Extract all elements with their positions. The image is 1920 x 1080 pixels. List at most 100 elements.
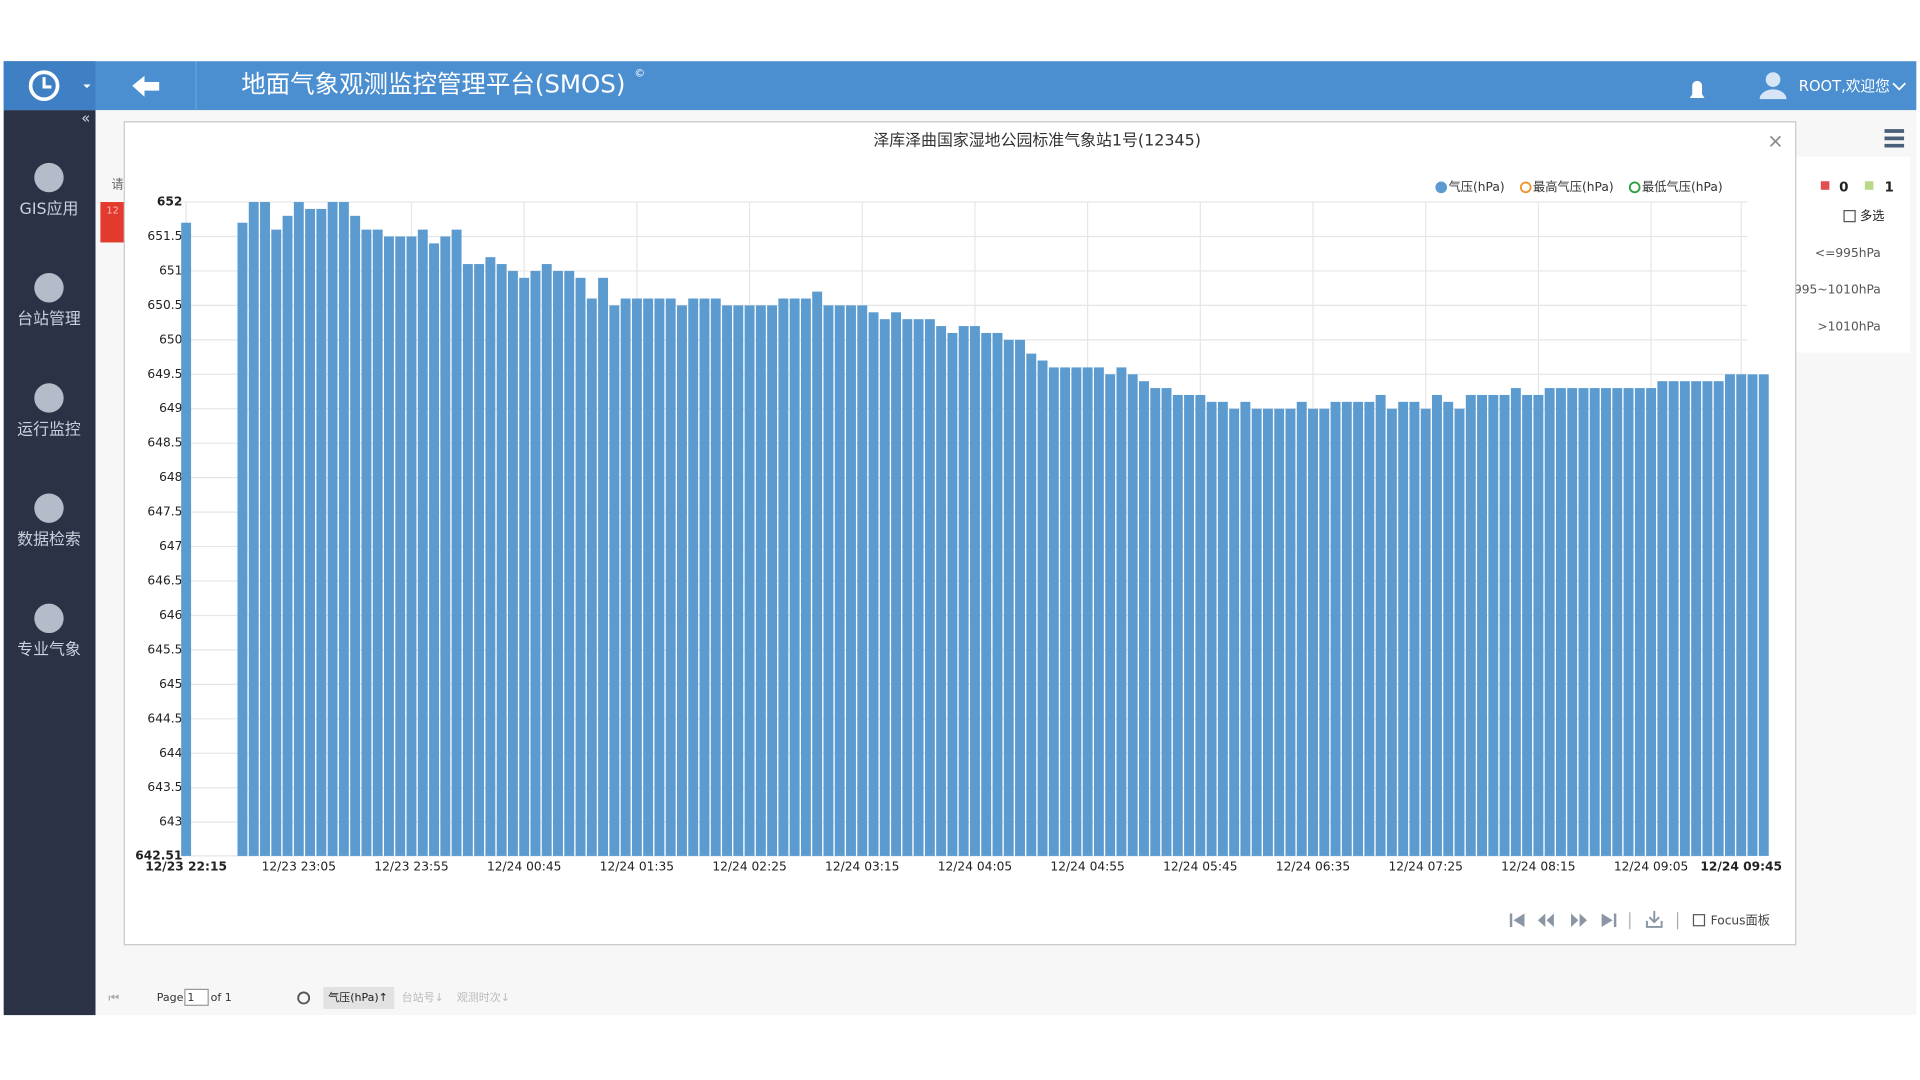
bar bbox=[643, 298, 654, 856]
bar bbox=[553, 270, 563, 856]
download-button[interactable] bbox=[1645, 911, 1663, 928]
bar bbox=[1127, 374, 1138, 856]
chart: 642.51 643 643.5 644 644.5 645 645.5 646 646.5 64… bbox=[135, 179, 1782, 874]
alarm-bell[interactable] bbox=[1689, 80, 1705, 98]
bar bbox=[1308, 408, 1318, 856]
bar bbox=[1420, 408, 1431, 856]
bar bbox=[1522, 394, 1533, 856]
bar bbox=[1195, 394, 1206, 856]
bar bbox=[1274, 408, 1285, 856]
bar bbox=[1093, 367, 1104, 856]
bar bbox=[237, 222, 248, 856]
x-tick-label: 12/24 00:45 bbox=[487, 859, 561, 873]
back-button[interactable] bbox=[132, 75, 160, 97]
page-input[interactable] bbox=[184, 988, 209, 1006]
bar bbox=[575, 277, 586, 856]
sidebar bbox=[3, 110, 96, 1016]
list-icon[interactable] bbox=[1884, 129, 1905, 148]
y-tick-label: 643 bbox=[159, 815, 182, 829]
bar bbox=[305, 208, 316, 856]
focus-label: Focus面板 bbox=[1711, 913, 1770, 927]
sort-item[interactable]: 观测时次↓ bbox=[457, 990, 510, 1004]
menu-icon bbox=[34, 493, 64, 523]
x-tick-label: 12/24 02:25 bbox=[712, 859, 786, 873]
next-button[interactable] bbox=[1571, 913, 1587, 927]
bar bbox=[1623, 388, 1634, 856]
sidebar-collapse[interactable]: « bbox=[81, 110, 90, 127]
menu-item[interactable]: GIS应用 bbox=[20, 199, 79, 218]
sort-item[interactable]: 台站号↓ bbox=[402, 990, 444, 1004]
y-tick-label: 646 bbox=[159, 608, 183, 622]
pager-first[interactable]: ⏮ bbox=[108, 990, 119, 1004]
bar bbox=[1702, 381, 1713, 856]
close-button[interactable]: × bbox=[1767, 130, 1783, 153]
bar bbox=[1060, 367, 1071, 856]
y-tick-label: 651.5 bbox=[147, 229, 182, 243]
bar bbox=[586, 298, 597, 856]
bar bbox=[1691, 381, 1702, 856]
bar bbox=[688, 298, 699, 856]
bar bbox=[327, 202, 338, 856]
y-tick-label: 651 bbox=[159, 263, 182, 277]
sort-item[interactable]: 气压(hPa)↑ bbox=[328, 990, 388, 1004]
menu-item[interactable]: 数据检索 bbox=[17, 530, 81, 549]
bar bbox=[496, 264, 507, 856]
bar bbox=[823, 305, 834, 856]
bar bbox=[1488, 394, 1499, 856]
bar bbox=[857, 305, 868, 856]
red-legend bbox=[1820, 181, 1830, 190]
bar bbox=[800, 298, 811, 856]
bar bbox=[710, 298, 721, 856]
bar bbox=[722, 305, 732, 856]
bar bbox=[451, 229, 462, 856]
x-tick-label: 12/24 03:15 bbox=[825, 859, 899, 873]
bar bbox=[733, 305, 744, 856]
bar bbox=[1443, 401, 1454, 856]
y-tick-label: 648 bbox=[159, 470, 182, 484]
legend-label[interactable]: 最低气压(hPa) bbox=[1642, 179, 1723, 194]
menu-item[interactable]: 台站管理 bbox=[17, 309, 81, 328]
bar bbox=[316, 208, 327, 856]
user-name[interactable]: ROOT,欢迎您 bbox=[1799, 78, 1890, 95]
prev-button[interactable] bbox=[1537, 913, 1554, 927]
first-button[interactable] bbox=[1509, 913, 1525, 927]
bar bbox=[812, 291, 823, 856]
red-count: 0 bbox=[1839, 180, 1848, 195]
bar bbox=[1713, 381, 1724, 856]
header-bar bbox=[3, 61, 1917, 111]
menu-icon bbox=[34, 162, 64, 193]
x-tick-label: 12/24 08:15 bbox=[1501, 859, 1575, 873]
bar bbox=[947, 332, 958, 856]
focus-checkbox[interactable] bbox=[1692, 914, 1706, 927]
bar bbox=[1105, 374, 1116, 856]
bar bbox=[1015, 339, 1025, 856]
y-tick-label: 650.5 bbox=[147, 298, 182, 312]
legend-label[interactable]: 最高气压(hPa) bbox=[1533, 179, 1614, 194]
bar bbox=[519, 277, 530, 856]
multi-select-box[interactable] bbox=[1843, 210, 1856, 223]
legend-label[interactable]: 气压(hPa) bbox=[1449, 179, 1505, 194]
bar bbox=[744, 305, 755, 856]
legend-marker[interactable] bbox=[1435, 181, 1448, 194]
bar bbox=[1116, 367, 1127, 856]
last-button[interactable] bbox=[1601, 913, 1617, 927]
bar bbox=[1679, 381, 1690, 856]
bar bbox=[1184, 394, 1195, 856]
range-label: >1010hPa bbox=[1817, 319, 1880, 333]
menu-item[interactable]: 运行监控 bbox=[17, 419, 81, 438]
legend-marker[interactable] bbox=[1628, 181, 1641, 194]
x-tick-label: 12/24 04:55 bbox=[1050, 859, 1124, 873]
refresh-button[interactable] bbox=[297, 991, 311, 1005]
legend-marker[interactable] bbox=[1519, 181, 1532, 194]
bar bbox=[1026, 353, 1037, 856]
y-tick-label: 646.5 bbox=[147, 574, 182, 588]
bar bbox=[789, 298, 800, 856]
bar bbox=[1612, 388, 1623, 856]
bar bbox=[485, 257, 496, 856]
bar bbox=[474, 264, 485, 856]
multi-select-label: 多选 bbox=[1860, 209, 1884, 223]
bar bbox=[372, 229, 383, 856]
bar bbox=[936, 326, 947, 856]
menu-item[interactable]: 专业气象 bbox=[17, 640, 81, 659]
